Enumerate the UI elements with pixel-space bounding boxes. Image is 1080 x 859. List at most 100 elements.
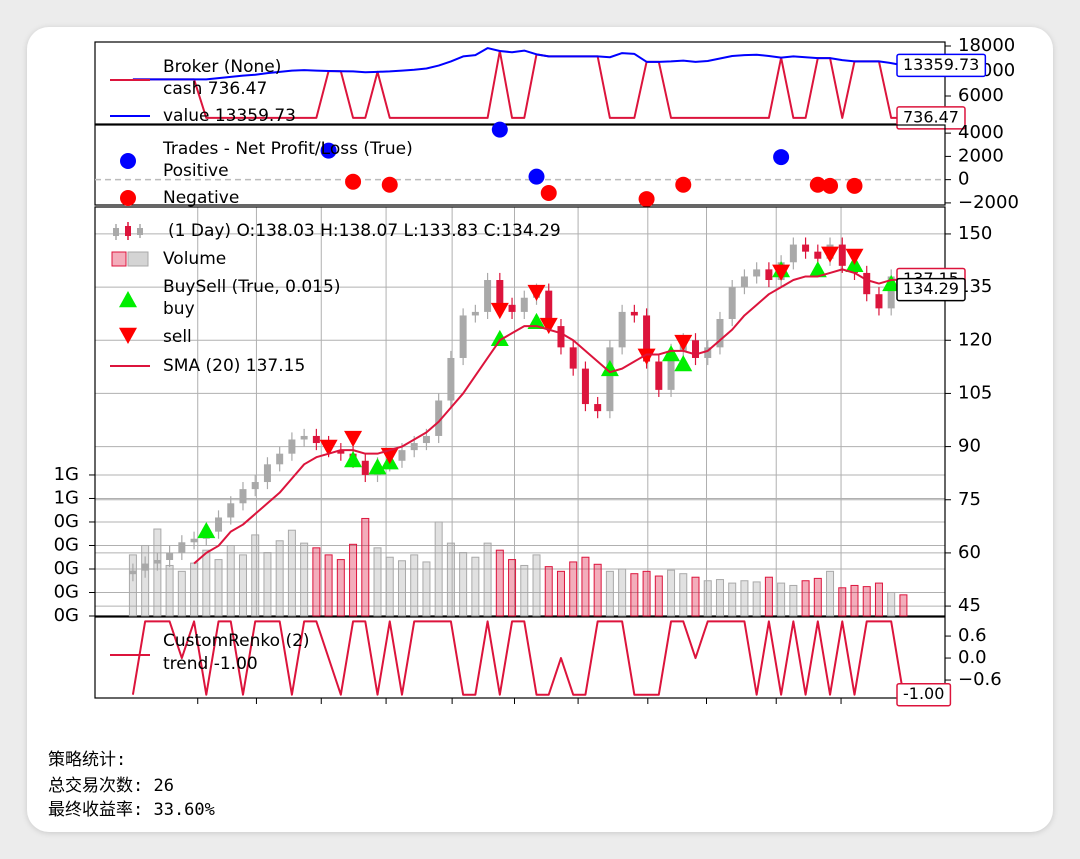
volume-bar <box>434 521 443 617</box>
volume-bar <box>300 542 309 617</box>
legend-label: SMA (20) 137.15 <box>163 356 305 376</box>
y-tick-label: 6000 <box>958 85 1004 106</box>
volume-bar <box>789 584 798 617</box>
candle-body <box>606 347 614 412</box>
trade-dot <box>345 173 362 190</box>
volume-bar <box>801 580 810 617</box>
trade-dot <box>675 176 692 193</box>
volume-bar <box>287 529 296 617</box>
volume-bar <box>471 556 480 617</box>
volume-bar <box>654 575 663 617</box>
trade-dot <box>491 121 508 138</box>
volume-bar <box>667 569 676 617</box>
candle-body <box>557 326 565 348</box>
trend-line <box>131 620 905 696</box>
y-tick-label: 75 <box>958 489 981 510</box>
sell-marker <box>821 246 840 263</box>
y-tick-label: 18000 <box>958 35 1015 56</box>
volume-bar <box>336 559 345 617</box>
legend-title: Trades - Net Profit/Loss (True) <box>162 139 413 159</box>
legend-swatch <box>119 291 137 308</box>
legend-label: Volume <box>163 249 226 269</box>
volume-bar <box>373 547 382 617</box>
y2-tick-label: 0G <box>54 605 79 626</box>
candle-body <box>618 311 626 348</box>
candle-body <box>875 294 883 309</box>
candle-body <box>337 450 345 454</box>
candle-body <box>655 361 663 390</box>
y-tick-label: 0.0 <box>958 647 987 668</box>
candle-body <box>300 435 308 440</box>
candle-body <box>692 340 700 358</box>
volume-bar <box>202 549 211 617</box>
candle-body <box>704 347 712 358</box>
legend-swatch <box>120 190 136 206</box>
trade-dot <box>528 168 545 185</box>
candle-body <box>740 276 748 288</box>
volume-bar <box>581 556 590 617</box>
volume-bar <box>495 549 504 617</box>
volume-bar <box>569 561 578 617</box>
candle-body <box>312 435 320 444</box>
candle-body <box>643 315 651 362</box>
y-tick-label: 60 <box>958 542 981 563</box>
buy-marker <box>600 359 619 377</box>
stats-trades: 总交易次数: 26 <box>48 776 174 796</box>
volume-bar <box>715 579 724 617</box>
candle-body <box>814 251 822 259</box>
candle-body <box>863 272 871 295</box>
y-tick-label: 4000 <box>958 122 1004 143</box>
legend-swatch <box>113 228 119 236</box>
legend-label: Negative <box>163 188 239 208</box>
legend-label: buy <box>163 299 195 319</box>
candle-body <box>802 244 810 252</box>
y-tick-label: −2000 <box>958 192 1019 213</box>
trade-dot <box>638 191 655 208</box>
volume-bar <box>605 570 614 617</box>
last-value-box <box>896 53 987 78</box>
legend-label: (1 Day) O:138.03 H:138.07 L:133.83 C:134… <box>168 221 561 241</box>
buy-marker <box>490 329 509 347</box>
candle-body <box>239 489 247 504</box>
candle-body <box>520 297 528 312</box>
trade-dot <box>822 177 839 194</box>
volume-bar <box>679 573 688 617</box>
sell-marker <box>845 248 864 265</box>
legend-label: value 13359.73 <box>163 106 296 126</box>
candle-body <box>288 439 296 454</box>
y-tick-label: 105 <box>958 382 992 403</box>
volume-bar <box>397 560 406 617</box>
volume-bar <box>850 584 859 617</box>
candle-body <box>630 311 638 316</box>
last-value-label: 736.47 <box>903 107 959 126</box>
y-tick-label: 0 <box>958 169 969 190</box>
candle-body <box>789 244 797 263</box>
last-value-label: -1.00 <box>903 684 944 703</box>
last-value-box <box>896 682 952 707</box>
volume-bar <box>826 570 835 617</box>
candle-body <box>471 311 479 316</box>
sell-marker <box>344 430 363 448</box>
trade-dot <box>381 176 398 193</box>
candle-body <box>263 464 271 483</box>
volume-bar <box>446 542 455 617</box>
candle-body <box>361 460 369 475</box>
volume-bar <box>630 573 639 617</box>
y-tick-label: 120 <box>958 329 992 350</box>
broker-line <box>132 47 904 81</box>
candle-body <box>667 350 675 390</box>
candle-body <box>166 552 174 561</box>
buy-marker <box>527 312 546 330</box>
legend-label: cash 736.47 <box>163 79 267 99</box>
y2-tick-label: 0G <box>54 511 79 532</box>
volume-bar <box>556 570 565 617</box>
candle-body <box>410 443 418 451</box>
y-tick-label: 135 <box>958 276 992 297</box>
y2-tick-label: 0G <box>54 534 79 555</box>
candle-body <box>594 404 602 412</box>
volume-bar <box>887 591 896 617</box>
candle-body <box>227 503 235 518</box>
volume-bar <box>214 559 223 617</box>
volume-bar <box>874 582 883 617</box>
